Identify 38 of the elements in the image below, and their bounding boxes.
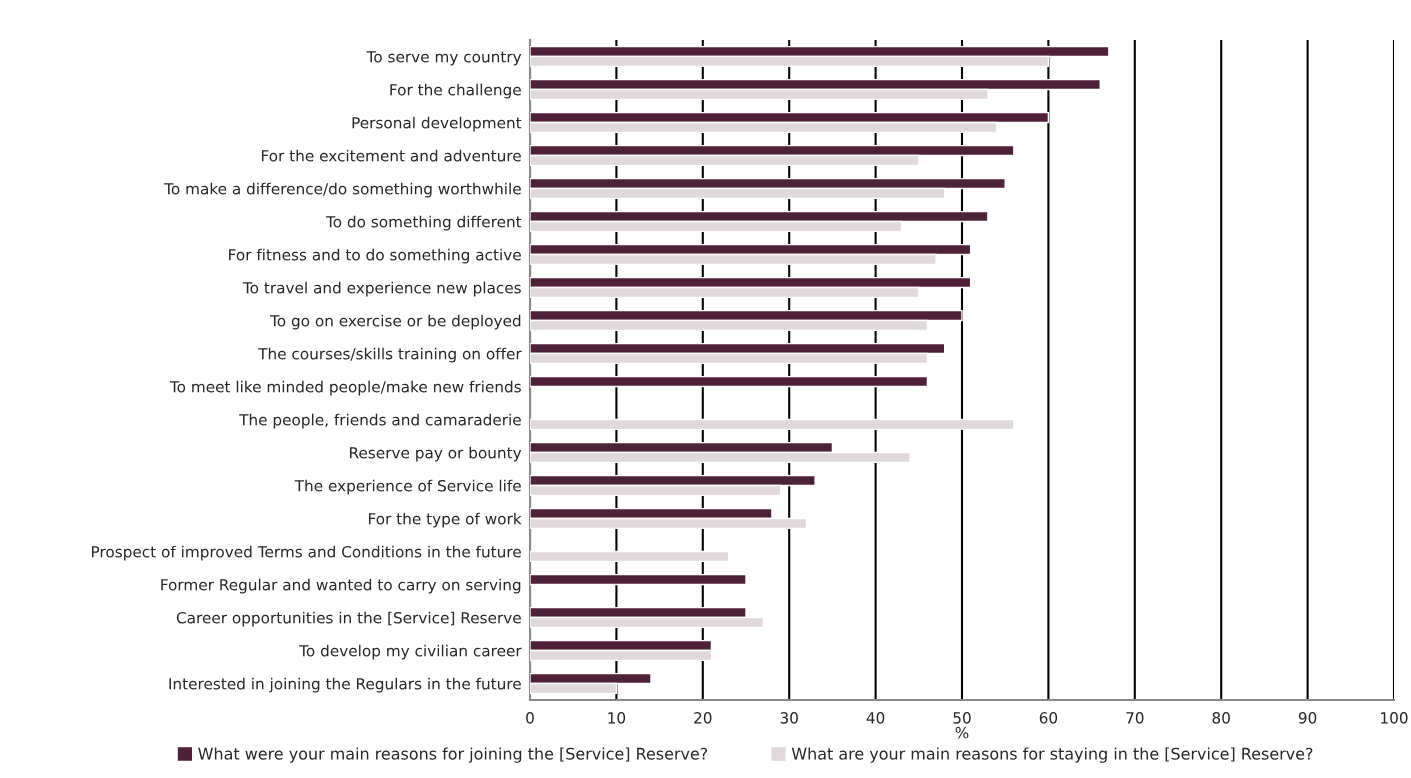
bar xyxy=(530,550,730,563)
x-tick-label: 80 xyxy=(1212,712,1230,724)
x-tick-label: 30 xyxy=(780,712,798,724)
y-tick-label: For the challenge xyxy=(390,83,521,99)
x-tick-label: 20 xyxy=(694,712,712,724)
y-tick-label: To travel and experience new places xyxy=(242,281,521,297)
x-tick-label: 40 xyxy=(866,712,885,724)
bar xyxy=(530,375,929,388)
x-tick-label: 90 xyxy=(1298,712,1317,724)
y-tick-label: Personal development xyxy=(352,116,522,132)
y-tick-label: Career opportunities in the [Service] Reserve xyxy=(176,611,521,627)
y-tick-label: Reserve pay or bounty xyxy=(350,446,522,462)
x-tick-label: 10 xyxy=(608,712,626,724)
y-tick-label: Prospect of improved Terms and Conditions in the future xyxy=(92,545,521,561)
y-tick-label: To go on exercise or be deployed xyxy=(270,314,521,330)
y-tick-label: The experience of Service life xyxy=(294,479,521,495)
bar xyxy=(530,573,747,586)
bar xyxy=(530,418,1015,431)
y-tick-label: For fitness and to do something active xyxy=(229,248,521,264)
y-tick-label: To develop my civilian career xyxy=(299,644,522,660)
y-tick-label: To meet like minded people/make new friends xyxy=(169,380,521,396)
x-tick-label: 70 xyxy=(1126,712,1144,724)
y-tick-label: To do something different xyxy=(325,215,522,231)
x-tick-label: 100 xyxy=(1381,712,1408,724)
legend-label: What are your main reasons for staying in the [Service] Reserve? xyxy=(791,747,1313,763)
x-tick-label: 0 xyxy=(526,712,534,724)
y-tick-label: For the excitement and adventure xyxy=(261,149,521,162)
y-tick-label: The people, friends and camaraderie xyxy=(239,413,521,429)
x-axis-title: % xyxy=(955,726,969,739)
x-tick-label: 50 xyxy=(953,712,971,724)
y-tick-label: Interested in joining the Regulars in the future xyxy=(169,677,521,693)
y-tick-label: To serve my country xyxy=(366,51,522,66)
y-tick-label: The courses/skills training on offer xyxy=(258,347,522,363)
y-tick-label: To make a difference/do something worthwhile xyxy=(164,182,521,198)
x-tick-label: 60 xyxy=(1039,712,1058,724)
y-tick-label: For the type of work xyxy=(368,512,522,528)
y-tick-label: Former Regular and wanted to carry on serving xyxy=(161,578,521,594)
legend-label: What were your main reasons for joining the [Service] Reserve? xyxy=(198,747,708,763)
